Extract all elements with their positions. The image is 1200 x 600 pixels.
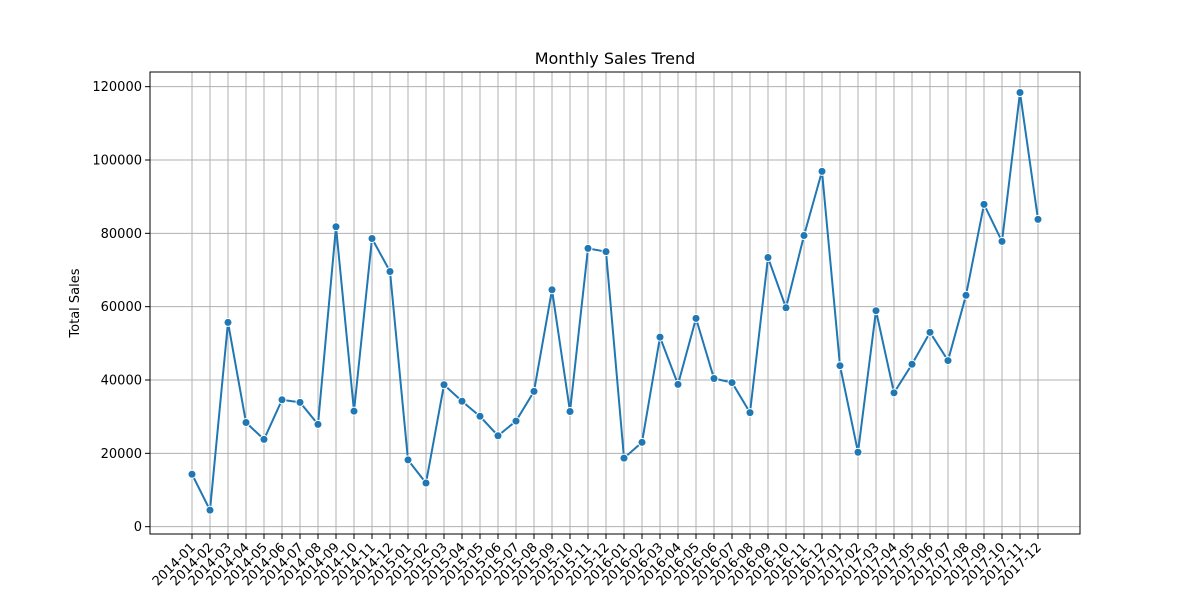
y-tick-label: 0 (134, 520, 142, 535)
data-point (601, 247, 611, 257)
data-point (187, 469, 197, 479)
grid-layer (150, 72, 1080, 534)
data-point (421, 478, 431, 488)
data-point (943, 356, 953, 366)
data-point (907, 359, 917, 369)
data-point (277, 395, 287, 405)
data-point (565, 407, 575, 417)
series-line (191, 92, 1039, 514)
data-point (961, 290, 971, 300)
data-point (385, 266, 395, 276)
data-point (349, 406, 359, 416)
data-point (1015, 88, 1025, 98)
data-point (241, 418, 251, 428)
data-point (889, 388, 899, 398)
y-tick-label: 60000 (101, 300, 142, 315)
y-tick-label: 100000 (92, 154, 142, 169)
plot-frame (149, 71, 1081, 535)
data-point (655, 332, 665, 342)
data-point (745, 408, 755, 418)
data-point (331, 222, 341, 232)
y-axis-label: Total Sales (68, 268, 83, 338)
y-tick-label: 120000 (92, 80, 142, 95)
data-point (619, 453, 629, 463)
data-point (313, 419, 323, 429)
data-point (259, 434, 269, 444)
data-point (997, 236, 1007, 246)
chart-title: Monthly Sales Trend (535, 49, 696, 68)
data-point (403, 455, 413, 465)
y-tick-label: 40000 (101, 374, 142, 389)
data-point (709, 374, 719, 384)
data-point (781, 303, 791, 313)
data-point (799, 231, 809, 241)
y-tick-label: 20000 (101, 447, 142, 462)
data-point (979, 199, 989, 209)
data-point (475, 411, 485, 421)
data-point (637, 437, 647, 447)
data-point (763, 253, 773, 263)
data-point (493, 431, 503, 441)
data-point (295, 397, 305, 407)
data-point (871, 306, 881, 316)
data-point (817, 166, 827, 176)
data-point (925, 327, 935, 337)
data-point (853, 447, 863, 457)
y-tick-label: 80000 (101, 227, 142, 242)
data-point (205, 505, 215, 515)
series-layer (187, 88, 1043, 515)
axis-layer: 2014-012014-022014-032014-042014-052014-… (92, 80, 1044, 589)
data-point (583, 243, 593, 253)
data-point (835, 361, 845, 371)
data-point (457, 396, 467, 406)
data-point (547, 285, 557, 295)
data-point (367, 233, 377, 243)
data-point (511, 416, 521, 426)
data-point (1033, 214, 1043, 224)
data-point (223, 317, 233, 327)
data-point (727, 378, 737, 388)
data-point (691, 313, 701, 323)
data-point (439, 380, 449, 390)
data-point (529, 386, 539, 396)
data-point (673, 379, 683, 389)
